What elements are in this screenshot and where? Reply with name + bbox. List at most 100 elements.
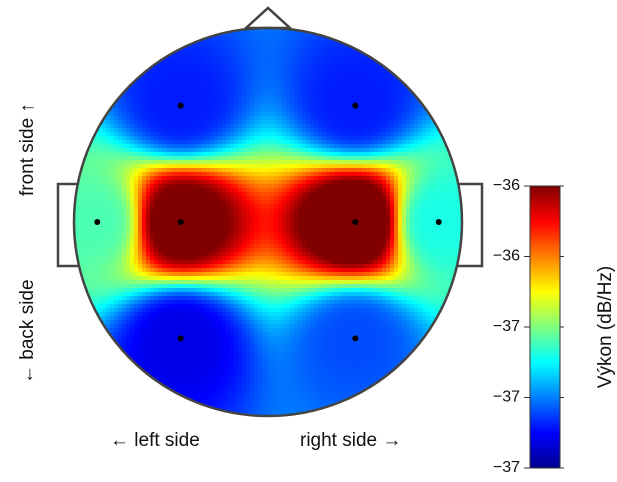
heat-cell xyxy=(138,204,143,209)
heat-cell xyxy=(350,132,355,137)
heat-cell xyxy=(426,152,431,157)
heat-cell xyxy=(350,56,355,61)
heat-cell xyxy=(218,48,223,53)
heat-cell xyxy=(302,120,307,125)
heat-cell xyxy=(110,224,115,229)
heat-cell xyxy=(310,248,315,253)
heat-cell xyxy=(414,216,419,221)
heat-cell xyxy=(146,232,151,237)
heat-cell xyxy=(182,204,187,209)
heat-cell xyxy=(138,112,143,117)
heat-cell xyxy=(214,160,219,165)
heat-cell xyxy=(134,112,139,117)
heat-cell xyxy=(198,248,203,253)
heat-cell xyxy=(242,56,247,61)
heat-cell xyxy=(286,72,291,77)
heat-cell xyxy=(402,112,407,117)
heat-cell xyxy=(166,256,171,261)
heat-cell xyxy=(218,116,223,121)
heat-cell xyxy=(226,96,231,101)
heat-cell xyxy=(222,224,227,229)
heat-cell xyxy=(306,260,311,265)
heat-cell xyxy=(150,192,155,197)
heat-cell xyxy=(222,92,227,97)
heat-cell xyxy=(330,116,335,121)
heat-cell xyxy=(238,184,243,189)
heat-cell xyxy=(394,264,399,269)
heat-cell xyxy=(90,172,95,177)
heat-cell xyxy=(302,92,307,97)
heat-cell xyxy=(162,116,167,121)
heat-cell xyxy=(434,228,439,233)
heat-cell xyxy=(230,124,235,129)
heat-cell xyxy=(414,256,419,261)
heat-cell xyxy=(334,168,339,173)
heat-cell xyxy=(170,176,175,181)
heat-cell xyxy=(222,264,227,269)
heat-cell xyxy=(274,76,279,81)
heat-cell xyxy=(306,172,311,177)
heat-cell xyxy=(158,108,163,113)
heat-cell xyxy=(230,88,235,93)
heat-cell xyxy=(338,200,343,205)
heat-cell xyxy=(146,144,151,149)
heat-cell xyxy=(302,80,307,85)
heat-cell xyxy=(126,112,131,117)
heat-cell xyxy=(374,64,379,69)
heat-cell xyxy=(178,204,183,209)
heat-cell xyxy=(406,116,411,121)
heat-cell xyxy=(202,252,207,257)
heat-cell xyxy=(250,200,255,205)
heat-cell xyxy=(330,104,335,109)
heat-cell xyxy=(406,228,411,233)
heat-cell xyxy=(110,120,115,125)
heat-cell xyxy=(238,104,243,109)
heat-cell xyxy=(382,224,387,229)
heat-cell xyxy=(298,196,303,201)
heat-cell xyxy=(162,132,167,137)
heat-cell xyxy=(374,120,379,125)
heat-cell xyxy=(378,124,383,129)
heat-cell xyxy=(134,144,139,149)
heat-cell xyxy=(238,172,243,177)
heat-cell xyxy=(86,192,91,197)
heat-cell xyxy=(86,176,91,181)
heat-cell xyxy=(262,264,267,269)
heat-cell xyxy=(162,240,167,245)
heat-cell xyxy=(390,88,395,93)
heat-cell xyxy=(434,240,439,245)
heat-cell xyxy=(298,256,303,261)
heat-cell xyxy=(94,244,99,249)
heat-cell xyxy=(250,252,255,257)
heat-cell xyxy=(90,160,95,165)
heat-cell xyxy=(178,128,183,133)
heat-cell xyxy=(226,248,231,253)
heat-cell xyxy=(226,188,231,193)
heat-cell xyxy=(398,224,403,229)
heat-cell xyxy=(90,208,95,213)
heat-cell xyxy=(242,72,247,77)
heat-cell xyxy=(258,40,263,45)
heat-cell xyxy=(218,92,223,97)
heat-cell xyxy=(406,188,411,193)
heat-cell xyxy=(238,220,243,225)
heat-cell xyxy=(254,68,259,73)
heat-cell xyxy=(286,264,291,269)
heat-cell xyxy=(166,212,171,217)
heat-cell xyxy=(238,164,243,169)
heat-cell xyxy=(242,44,247,49)
heat-cell xyxy=(322,264,327,269)
heat-cell xyxy=(338,124,343,129)
heat-cell xyxy=(346,192,351,197)
heat-cell xyxy=(238,148,243,153)
heat-cell xyxy=(310,40,315,45)
heat-cell xyxy=(138,212,143,217)
heat-cell xyxy=(394,188,399,193)
heat-cell xyxy=(78,220,83,225)
heat-cell xyxy=(414,196,419,201)
heat-cell xyxy=(394,172,399,177)
heat-cell xyxy=(370,120,375,125)
heat-cell xyxy=(394,204,399,209)
heat-cell xyxy=(342,188,347,193)
heat-cell xyxy=(246,84,251,89)
